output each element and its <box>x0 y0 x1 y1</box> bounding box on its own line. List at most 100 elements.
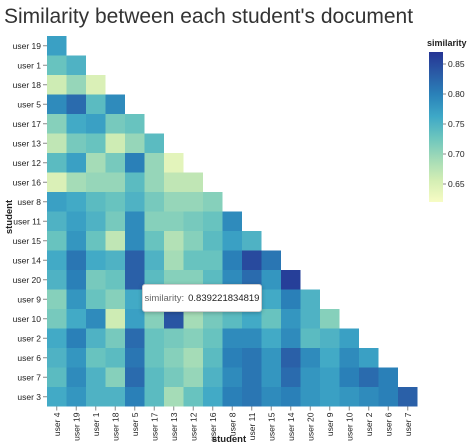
heatmap-cell[interactable] <box>144 211 165 232</box>
heatmap-cell[interactable] <box>144 309 165 329</box>
heatmap-cell[interactable] <box>261 270 282 290</box>
heatmap-cell[interactable] <box>105 289 126 310</box>
heatmap-cell[interactable] <box>320 367 340 388</box>
heatmap-cell[interactable] <box>66 387 87 407</box>
heatmap-cell[interactable] <box>281 270 301 290</box>
heatmap-cell[interactable] <box>164 250 184 271</box>
heatmap-cell[interactable] <box>281 348 301 368</box>
heatmap-cell[interactable] <box>320 328 340 349</box>
heatmap-cell[interactable] <box>86 367 106 388</box>
heatmap-cell[interactable] <box>203 348 223 368</box>
heatmap-cell[interactable] <box>222 387 243 407</box>
heatmap-cell[interactable] <box>86 211 106 232</box>
heatmap-cell[interactable] <box>125 328 145 349</box>
heatmap-cell[interactable] <box>144 133 165 154</box>
heatmap-cell[interactable] <box>86 114 106 134</box>
heatmap-cell[interactable] <box>222 309 243 329</box>
heatmap-cell[interactable] <box>47 36 67 56</box>
heatmap-cell[interactable] <box>86 250 106 271</box>
heatmap-cell[interactable] <box>300 289 321 310</box>
heatmap-cell[interactable] <box>300 328 321 349</box>
heatmap-cell[interactable] <box>47 348 67 368</box>
heatmap-cell[interactable] <box>203 309 223 329</box>
heatmap-cell[interactable] <box>242 387 262 407</box>
heatmap-cell[interactable] <box>105 211 126 232</box>
heatmap-cell[interactable] <box>183 387 204 407</box>
heatmap-cell[interactable] <box>320 348 340 368</box>
heatmap-cell[interactable] <box>125 192 145 212</box>
heatmap-cell[interactable] <box>222 231 243 251</box>
heatmap-cell[interactable] <box>47 153 67 173</box>
heatmap-cell[interactable] <box>281 289 301 310</box>
heatmap-cell[interactable] <box>125 348 145 368</box>
heatmap-cell[interactable] <box>47 328 67 349</box>
heatmap-cell[interactable] <box>242 348 262 368</box>
heatmap-cell[interactable] <box>203 231 223 251</box>
heatmap-cell[interactable] <box>105 328 126 349</box>
heatmap-cell[interactable] <box>183 192 204 212</box>
heatmap-cell[interactable] <box>183 328 204 349</box>
heatmap-cell[interactable] <box>281 387 301 407</box>
heatmap-cell[interactable] <box>203 387 223 407</box>
heatmap-cell[interactable] <box>144 367 165 388</box>
heatmap-cell[interactable] <box>203 192 223 212</box>
heatmap-cell[interactable] <box>66 75 87 95</box>
heatmap-cell[interactable] <box>66 172 87 193</box>
heatmap-cell[interactable] <box>320 309 340 329</box>
heatmap-cell[interactable] <box>105 114 126 134</box>
heatmap-cell[interactable] <box>164 328 184 349</box>
heatmap-cell[interactable] <box>183 231 204 251</box>
heatmap-cell[interactable] <box>261 348 282 368</box>
heatmap-cell[interactable] <box>242 231 262 251</box>
heatmap-cell[interactable] <box>398 387 418 407</box>
heatmap-cell[interactable] <box>105 94 126 115</box>
heatmap-cell[interactable] <box>144 192 165 212</box>
heatmap-cell[interactable] <box>105 172 126 193</box>
heatmap-cell[interactable] <box>300 348 321 368</box>
heatmap-cell[interactable] <box>320 387 340 407</box>
heatmap-cell[interactable] <box>261 328 282 349</box>
heatmap-cell[interactable] <box>203 367 223 388</box>
heatmap-cell[interactable] <box>86 270 106 290</box>
heatmap-cell[interactable] <box>105 348 126 368</box>
heatmap-cell[interactable] <box>125 270 145 290</box>
heatmap-cell[interactable] <box>105 367 126 388</box>
heatmap-cell[interactable] <box>300 367 321 388</box>
heatmap-cell[interactable] <box>300 387 321 407</box>
heatmap-cell[interactable] <box>66 231 87 251</box>
heatmap-cell[interactable] <box>66 153 87 173</box>
heatmap-cell[interactable] <box>222 211 243 232</box>
heatmap-cell[interactable] <box>105 231 126 251</box>
heatmap-cell[interactable] <box>66 348 87 368</box>
heatmap-cell[interactable] <box>125 250 145 271</box>
heatmap-cell[interactable] <box>164 192 184 212</box>
heatmap-cell[interactable] <box>86 328 106 349</box>
heatmap-cell[interactable] <box>125 172 145 193</box>
heatmap-cell[interactable] <box>47 231 67 251</box>
heatmap-cell[interactable] <box>378 387 399 407</box>
heatmap-cell[interactable] <box>242 309 262 329</box>
heatmap-cell[interactable] <box>47 172 67 193</box>
heatmap-cell[interactable] <box>66 133 87 154</box>
heatmap-cell[interactable] <box>105 270 126 290</box>
heatmap-cell[interactable] <box>144 387 165 407</box>
heatmap-cell[interactable] <box>339 348 360 368</box>
heatmap-cell[interactable] <box>183 367 204 388</box>
heatmap-cell[interactable] <box>105 153 126 173</box>
heatmap-cell[interactable] <box>86 94 106 115</box>
heatmap-cell[interactable] <box>47 289 67 310</box>
heatmap-cell[interactable] <box>86 309 106 329</box>
heatmap-cell[interactable] <box>86 75 106 95</box>
heatmap-cell[interactable] <box>66 250 87 271</box>
heatmap-cell[interactable] <box>86 387 106 407</box>
heatmap-cell[interactable] <box>378 367 399 388</box>
heatmap-cell[interactable] <box>105 250 126 271</box>
heatmap-cell[interactable] <box>164 367 184 388</box>
heatmap-cell[interactable] <box>47 133 67 154</box>
heatmap-cell[interactable] <box>222 328 243 349</box>
heatmap-cell[interactable] <box>222 367 243 388</box>
heatmap-cell[interactable] <box>86 153 106 173</box>
heatmap-cell[interactable] <box>183 211 204 232</box>
heatmap-cell[interactable] <box>359 387 379 407</box>
heatmap-cell[interactable] <box>281 367 301 388</box>
